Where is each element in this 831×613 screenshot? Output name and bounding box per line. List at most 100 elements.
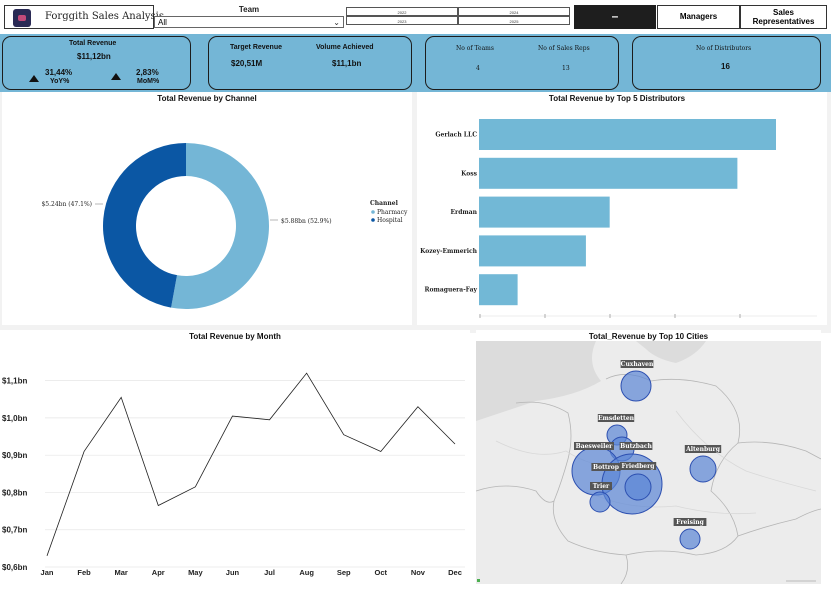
city-label-emsdetten: Emsdetten xyxy=(598,415,635,422)
donut-slice-hospital[interactable] xyxy=(103,143,186,308)
city-label-baesweiler: Baesweiler xyxy=(576,443,614,450)
map-border-line xyxy=(737,508,821,537)
bar-label: Kozey-Emmerich xyxy=(420,248,477,255)
y-tick-label: $1,0bn xyxy=(2,414,27,423)
city-label-bg xyxy=(590,482,612,490)
app-logo-title: Forggith Sales Analysis xyxy=(4,5,164,29)
target-revenue-value: $20,51M xyxy=(231,59,263,68)
legend-marker-pharmacy xyxy=(371,210,375,214)
mom-value: 2,83% xyxy=(136,68,159,77)
volume-achieved-value: $11,1bn xyxy=(332,59,362,68)
app-title: Forggith Sales Analysis xyxy=(45,11,165,22)
distributor-bar[interactable] xyxy=(479,235,586,267)
data-label-hospital: $5.24bn (47.1%) xyxy=(41,201,92,208)
chevron-down-icon: ⌄ xyxy=(333,18,340,27)
channel-chart-panel: Total Revenue by Channel $5.88bn (52.9%)… xyxy=(2,92,412,325)
clear-filters-button[interactable]: – xyxy=(574,5,656,29)
distributors-bar-chart: Gerlach LLC Koss Erdman Kozey-Emmerich Romag… xyxy=(420,119,817,318)
month-chart-panel: Total Revenue by Month $0,6bn $0,7bn $0,8b… xyxy=(0,330,470,585)
city-bubble-altenburg[interactable] xyxy=(689,455,717,483)
y-tick-label: $0,9bn xyxy=(2,451,27,460)
x-tick-label: Dec xyxy=(448,568,462,577)
city-bubble-trier[interactable] xyxy=(589,491,611,513)
channel-chart-title: Total Revenue by Channel xyxy=(157,94,257,103)
app-logo-icon xyxy=(13,9,31,27)
x-tick-label: Feb xyxy=(77,568,91,577)
city-bubble-butzbach[interactable] xyxy=(624,473,652,501)
donut-data-labels: $5.88bn (52.9%) $5.24bn (47.1%) xyxy=(41,201,331,225)
teams-value: 4 xyxy=(476,65,480,72)
mom-up-arrow-icon xyxy=(111,73,121,80)
map-provider-icon xyxy=(477,579,480,582)
distributor-bar[interactable] xyxy=(479,157,738,189)
bar-label: Romaguera-Fay xyxy=(425,287,478,294)
city-label-bg xyxy=(574,442,614,450)
map-sea xyxy=(476,341,601,421)
mom-label: MoM% xyxy=(137,78,160,85)
city-bubble-cuxhaven[interactable] xyxy=(620,370,652,402)
teams-label: No of Teams xyxy=(456,45,494,52)
legend-item-hospital[interactable]: Hospital xyxy=(377,217,403,224)
team-dropdown[interactable]: All ⌄ xyxy=(154,16,344,28)
revenue-line-series[interactable] xyxy=(46,372,456,556)
city-label-friedberg: Friedberg xyxy=(622,463,656,470)
distributor-bar[interactable] xyxy=(479,119,776,150)
city-label-bg xyxy=(619,462,657,470)
map-border-line xyxy=(476,485,555,503)
data-label-pharmacy: $5.88bn (52.9%) xyxy=(281,218,332,225)
bar-label: Gerlach LLC xyxy=(435,132,477,139)
team-filter-label: Team xyxy=(238,5,260,14)
distributors-chart-panel: Total Revenue by Top 5 Distributors Gerl… xyxy=(417,92,827,325)
year-button-2022[interactable]: 2022 xyxy=(346,7,458,16)
city-label-trier: Trier xyxy=(593,483,610,490)
map-border-line xyxy=(515,374,741,556)
x-tick-label: Aug xyxy=(299,568,314,577)
city-label-bg xyxy=(684,445,722,453)
map-road-line xyxy=(675,410,817,492)
bar-label: Koss xyxy=(461,170,477,177)
yoy-value: 31,44% xyxy=(45,68,73,77)
distributors-label: No of Distributors xyxy=(696,45,752,52)
target-revenue-label: Target Revenue xyxy=(230,44,282,51)
city-label-bottrop: Bottrop xyxy=(593,464,619,471)
x-tick-label: Jun xyxy=(226,568,240,577)
map-baltic-sea xyxy=(636,341,706,363)
teams-reps-card: No of Teams 4 No of Sales Reps 13 xyxy=(425,36,619,90)
bar-label: Erdman xyxy=(450,209,477,216)
city-label-bg xyxy=(673,518,707,526)
legend-item-pharmacy[interactable]: Pharmacy xyxy=(377,209,408,216)
total-revenue-value: $11,12bn xyxy=(77,52,111,61)
kpi-band: Total Revenue $11,12bn 31,44% YoY% 2,83%… xyxy=(0,34,831,92)
donut-slice-pharmacy[interactable] xyxy=(171,143,270,309)
legend-title: Channel xyxy=(370,200,399,207)
city-label-bg xyxy=(620,360,654,368)
y-tick-label: $0,6bn xyxy=(2,563,27,572)
city-label-bg xyxy=(591,463,621,471)
x-tick-label: May xyxy=(188,568,203,577)
cities-map-title: Total_Revenue by Top 10 Cities xyxy=(588,332,709,341)
year-button-2023[interactable]: 2023 xyxy=(346,16,458,25)
distributor-bar[interactable] xyxy=(479,196,610,228)
city-label-altenburg: Altenburg xyxy=(685,446,721,453)
cities-map[interactable]: Cuxhaven Emsdetten Baesweiler Butzbach Bottr… xyxy=(476,341,821,584)
total-revenue-label: Total Revenue xyxy=(69,40,117,47)
sales-reps-label: No of Sales Reps xyxy=(538,45,590,52)
yoy-up-arrow-icon xyxy=(29,75,39,82)
distributors-chart-title: Total Revenue by Top 5 Distributors xyxy=(548,94,686,103)
year-button-2024[interactable]: 2024 xyxy=(458,7,570,16)
y-tick-label: $1,1bn xyxy=(2,377,27,386)
cities-map-panel: Total_Revenue by Top 10 Cities Cuxhaven E… xyxy=(476,330,821,585)
managers-button[interactable]: Managers xyxy=(657,5,740,29)
city-label-butzbach: Butzbach xyxy=(620,443,652,450)
year-button-2025[interactable]: 2025 xyxy=(458,16,570,25)
sales-reps-value: 13 xyxy=(562,65,570,72)
distributors-card: No of Distributors 16 xyxy=(632,36,821,90)
x-tick-label: Mar xyxy=(115,568,128,577)
distributor-bar[interactable] xyxy=(479,274,518,306)
sales-representatives-button[interactable]: Sales Representatives xyxy=(740,5,827,29)
team-filter: Team All ⌄ xyxy=(154,5,344,29)
distributors-value: 16 xyxy=(721,62,730,71)
city-label-bg xyxy=(597,414,635,422)
city-bubble-freising[interactable] xyxy=(679,528,701,550)
target-volume-card: Target Revenue $20,51M Volume Achieved $… xyxy=(208,36,412,90)
